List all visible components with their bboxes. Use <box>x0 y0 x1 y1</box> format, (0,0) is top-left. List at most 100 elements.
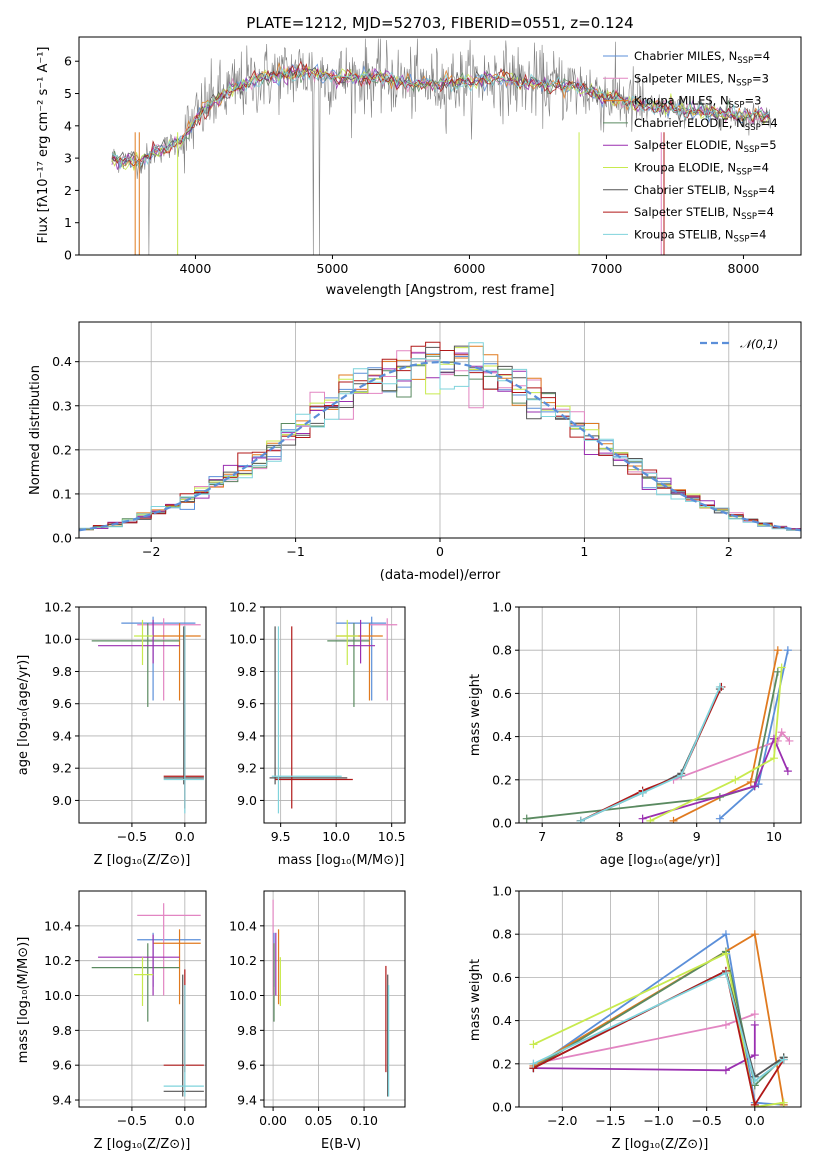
spectrum-ytick-label: 6 <box>64 54 72 69</box>
mass_vs_Z-plot <box>91 903 204 1097</box>
weight-series-marker <box>638 814 647 823</box>
weight-series-marker <box>721 930 730 939</box>
errorbar-point <box>163 626 204 814</box>
age_vs_Z-ytick-label: 9.4 <box>52 728 72 743</box>
mass_vs_ebv-ytick-label: 9.4 <box>237 1093 257 1108</box>
mass_vs_ebv-frame <box>263 890 406 1108</box>
ageM-xlabel: mass [log₁₀(M/M⊙)] <box>278 853 405 868</box>
weight-vs-age-panel: age [log₁₀(age/yr)] mass weight 7 8 9 10 0.0… <box>468 600 802 868</box>
residuals-xtick-label: 2 <box>725 544 733 559</box>
weight-series-marker <box>750 1010 759 1019</box>
mass_vs_ebv-ytick-label: 9.6 <box>237 1058 257 1073</box>
mass_vs_ebv-plot <box>272 899 390 1097</box>
spectrum-xtick-label: 8000 <box>728 261 760 276</box>
weight-series-line <box>649 667 783 822</box>
spectrum-xlabel: wavelength [Angstrom, rest frame] <box>326 283 555 298</box>
mass_vs_Z-ytick-label: 10.2 <box>44 953 72 968</box>
spectrum-model-line <box>111 63 770 170</box>
massZ-ylabel: mass [log₁₀(M/M⊙)] <box>16 937 31 1064</box>
legend-entry: Chabrier ELODIE, NSSP=4 <box>634 116 778 133</box>
spectrum-title: PLATE=1212, MJD=52703, FIBERID=0551, z=0… <box>246 14 633 32</box>
age_vs_mass-plot <box>269 616 398 814</box>
wAge-xlabel: age [log₁₀(age/yr)] <box>600 853 721 868</box>
spectrum-model-line <box>111 67 770 170</box>
mass_vs_ebv-xtick-label: 0.10 <box>350 1113 378 1128</box>
weight-series-marker <box>646 816 655 823</box>
mass_vs_ebv-ytick-label: 10.4 <box>229 918 257 933</box>
errorbar-point <box>134 957 154 1006</box>
weight-series-line <box>526 671 779 820</box>
weight_vs_Z-xtick-label: −2.0 <box>547 1113 577 1128</box>
legend-entry: Chabrier MILES, NSSP=4 <box>634 49 770 66</box>
weight-series-marker <box>785 736 794 745</box>
weight_vs_Z-plot <box>529 930 788 1107</box>
weight-series-marker <box>721 1020 730 1029</box>
residuals-xtick-label: 0 <box>436 544 444 559</box>
weight-series-marker <box>769 754 778 763</box>
errorbar-point <box>134 619 154 666</box>
errorbar-point <box>98 934 180 996</box>
spectrum-panel: PLATE=1212, MJD=52703, FIBERID=0551, z=0… <box>36 14 802 298</box>
age_vs_mass-ytick-label: 10.2 <box>229 600 257 615</box>
residuals-ytick-label: 0.1 <box>52 486 72 501</box>
residuals-ytick-label: 0.4 <box>52 354 72 369</box>
age_vs_mass-ticks: 9.5 10.0 10.5 9.0 9.2 9.4 9.6 9.8 10.0 10.2 <box>229 600 405 845</box>
weight-series-line <box>673 730 791 781</box>
weight-series-line <box>533 971 785 1083</box>
spectrum-model-line <box>111 66 770 169</box>
errorbar-point <box>153 929 201 1005</box>
spectrum-xtick-label: 6000 <box>454 261 486 276</box>
weight-series-marker <box>779 1055 788 1064</box>
weight_vs_age-frame <box>518 606 802 824</box>
errorbar-point <box>347 619 376 664</box>
weight-series-line <box>532 969 785 1107</box>
weight-series-marker <box>638 788 647 797</box>
weight-series-line <box>580 686 721 822</box>
legend-entry: Kroupa ELODIE, NSSP=4 <box>634 161 769 178</box>
weight-series-marker <box>777 728 786 737</box>
errorbar-point <box>336 623 383 701</box>
spectrum-ytick-label: 4 <box>64 118 72 133</box>
spectrum-ytick-label: 0 <box>64 248 72 263</box>
weight_vs_Z-xtick-label: −1.0 <box>643 1113 673 1128</box>
spectrum-ytick-label: 1 <box>64 215 72 230</box>
residuals-frame <box>78 321 802 539</box>
age_vs_Z-ticks: −0.5 0.0 9.0 9.2 9.4 9.6 9.8 10.0 10.2 <box>44 600 195 845</box>
residual-histogram-step <box>79 342 801 531</box>
age_vs_Z-xtick-label: 0.0 <box>175 829 195 844</box>
mass_vs_Z-ytick-label: 10.4 <box>44 918 72 933</box>
age_vs_Z-xtick-label: −0.5 <box>117 829 147 844</box>
ageZ-xlabel: Z [log₁₀(Z/Z⊙)] <box>94 853 191 868</box>
age_vs_Z-ytick-label: 10.0 <box>44 632 72 647</box>
weight_vs_Z-ytick-label: 0.0 <box>492 1100 512 1115</box>
weight-series-line <box>533 1024 756 1072</box>
weight-series-marker <box>721 1066 730 1075</box>
weight-series <box>669 646 782 823</box>
weight-series-marker <box>721 969 730 978</box>
weight-series-marker <box>576 816 585 823</box>
massE-xlabel: E(B-V) <box>321 1137 361 1152</box>
weight-series-marker <box>529 1040 538 1049</box>
spectrum-ytick-label: 2 <box>64 183 72 198</box>
mass_vs_ebv-ytick-label: 10.0 <box>229 988 257 1003</box>
weight-series-marker <box>777 663 786 672</box>
age-vs-metallicity-panel: Z [log₁₀(Z/Z⊙)] age [log₁₀(age/yr)] −0.5… <box>16 600 207 868</box>
spectrum-ytick-label: 3 <box>64 151 72 166</box>
weight-series <box>576 682 724 823</box>
ageZ-ylabel: age [log₁₀(age/yr)] <box>16 655 31 776</box>
weight-series <box>522 667 782 823</box>
weight-series-line <box>580 686 723 822</box>
age_vs_mass-xtick-label: 10.0 <box>322 829 350 844</box>
errorbar-point <box>163 969 204 1073</box>
residuals-plot <box>79 341 801 532</box>
errorbar-point <box>137 618 201 701</box>
weight-series-line <box>533 1013 756 1065</box>
weight-series <box>529 1010 759 1068</box>
age_vs_Z-ytick-label: 9.2 <box>52 761 72 776</box>
weight_vs_age-xtick-label: 10 <box>766 829 782 844</box>
mass_vs_ebv-xtick-label: 0.05 <box>305 1113 333 1128</box>
wAge-ylabel: mass weight <box>468 674 483 756</box>
weight-series <box>576 685 724 823</box>
normal-legend-label: 𝒩(0,1) <box>740 337 778 351</box>
